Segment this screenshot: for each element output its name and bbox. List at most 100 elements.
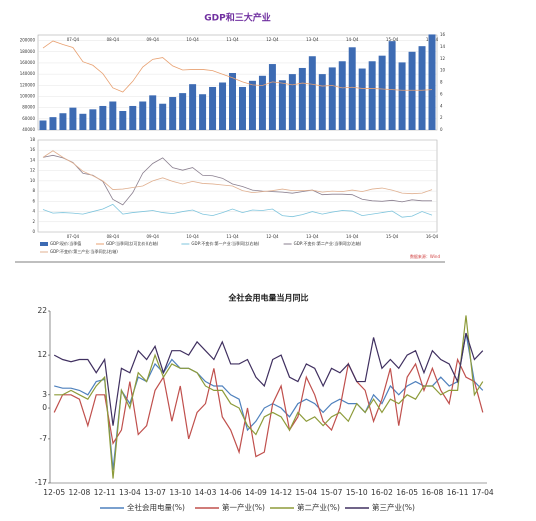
x-tick-label: 12-Q4 — [266, 234, 279, 239]
bar — [139, 101, 147, 130]
bar — [99, 105, 107, 130]
bar — [129, 105, 137, 130]
bar — [189, 84, 197, 130]
chart-title: 全社会用电量当月同比 — [228, 293, 309, 303]
x-tick-label: 16-02 — [371, 488, 393, 497]
x-tick-label: 16-11 — [447, 488, 469, 497]
bar — [89, 109, 97, 130]
plot-frame — [37, 34, 438, 131]
legend-label: GDP:当季同比(可比价)(右轴) — [106, 240, 159, 246]
y-tick-label: 0 — [32, 229, 35, 234]
line-series — [53, 332, 484, 426]
legend-label: 第一产业(%) — [222, 502, 265, 512]
bar — [278, 80, 286, 130]
bar — [59, 113, 67, 130]
line-series — [42, 203, 433, 218]
y-tick-label: 22 — [37, 306, 47, 315]
y-tick-label: 60000 — [22, 116, 35, 121]
bar — [238, 86, 246, 130]
y-tick-label: 16 — [30, 147, 36, 152]
bar — [348, 47, 356, 131]
bar — [119, 111, 127, 130]
x-tick-label: 16-Q4 — [426, 234, 439, 239]
x-tick-label: 07-Q4 — [67, 234, 80, 239]
bar — [428, 34, 436, 130]
legend-label: 全社会用电量(%) — [127, 502, 185, 512]
y2-tick-label: 6 — [440, 91, 443, 96]
y2-tick-label: 16 — [440, 32, 446, 37]
x-tick-label: 14-06 — [220, 488, 242, 497]
y-tick-label: -7 — [40, 434, 48, 443]
plot-frame — [37, 139, 438, 233]
y-tick-label: 140000 — [20, 71, 36, 76]
y-tick-label: 2 — [32, 219, 35, 224]
x-tick-label: 15-10 — [346, 488, 368, 497]
y2-tick-label: 4 — [440, 103, 443, 108]
line-series — [54, 332, 484, 470]
x-tick-label: 13-07 — [144, 488, 166, 497]
x-tick-label: 11-Q4 — [226, 37, 239, 42]
legend-label: 第二产业(%) — [297, 502, 340, 512]
bar — [69, 107, 77, 130]
bar — [159, 103, 167, 130]
x-tick-label: 13-04 — [119, 488, 141, 497]
line-series — [54, 315, 484, 479]
x-tick-label: 15-Q4 — [386, 37, 399, 42]
x-tick-label: 11-Q4 — [226, 234, 239, 239]
x-tick-label: 14-09 — [245, 488, 267, 497]
x-tick-label: 09-Q4 — [147, 234, 160, 239]
x-tick-label: 14-Q4 — [346, 234, 359, 239]
y-tick-label: 18 — [30, 137, 36, 142]
x-tick-label: 16-05 — [396, 488, 418, 497]
source-note: 数据来源：Wind — [410, 253, 441, 259]
bar — [378, 55, 386, 131]
line-series — [53, 357, 484, 458]
x-tick-label: 13-Q4 — [306, 37, 319, 42]
x-tick-label: 17-04 — [472, 488, 494, 497]
y-tick-label: 12 — [37, 350, 47, 359]
bar — [288, 74, 296, 130]
legend-swatch — [40, 242, 48, 246]
line-series — [42, 154, 433, 206]
bar — [229, 73, 237, 130]
x-tick-label: 07-Q4 — [67, 37, 80, 42]
bar — [248, 80, 256, 130]
y-tick-label: 8 — [32, 188, 35, 193]
y-tick-label: 160000 — [20, 60, 36, 65]
x-tick-label: 12-08 — [69, 488, 91, 497]
y2-tick-label: 0 — [440, 127, 443, 132]
bar — [358, 68, 366, 130]
bar — [338, 61, 346, 130]
x-tick-label: 14-03 — [195, 488, 217, 497]
x-tick-label: 15-04 — [295, 488, 317, 497]
x-tick-label: 16-08 — [421, 488, 443, 497]
legend-label: 第三产业(%) — [372, 502, 415, 512]
y-tick-label: 40000 — [22, 127, 35, 132]
x-tick-label: 13-10 — [169, 488, 191, 497]
line-series — [42, 40, 433, 93]
x-tick-label: 15-Q4 — [386, 234, 399, 239]
line-series — [42, 150, 433, 195]
bar — [258, 75, 266, 130]
legend-label: GDP:不变价:第二产业:当季同比(右轴) — [294, 240, 362, 246]
bar — [398, 62, 406, 130]
x-tick-label: 13-Q4 — [306, 234, 319, 239]
y-tick-label: 12 — [30, 168, 36, 173]
bar — [209, 86, 217, 130]
y-tick-label: 180000 — [20, 49, 36, 54]
bar — [418, 46, 426, 131]
x-tick-label: 14-12 — [270, 488, 292, 497]
x-tick-label: 10-Q4 — [186, 234, 199, 239]
bar — [408, 51, 416, 130]
chart-title: GDP和三大产业 — [204, 12, 270, 24]
x-tick-label: 12-11 — [94, 488, 116, 497]
x-tick-label: 09-Q4 — [147, 37, 160, 42]
y-tick-label: 3 — [42, 390, 47, 399]
bar — [308, 56, 316, 131]
y2-tick-label: 10 — [440, 68, 446, 73]
bar — [49, 117, 57, 130]
y-tick-label: 120000 — [20, 82, 36, 87]
y2-tick-label: 8 — [440, 80, 443, 85]
y-tick-label: 200000 — [20, 38, 36, 43]
